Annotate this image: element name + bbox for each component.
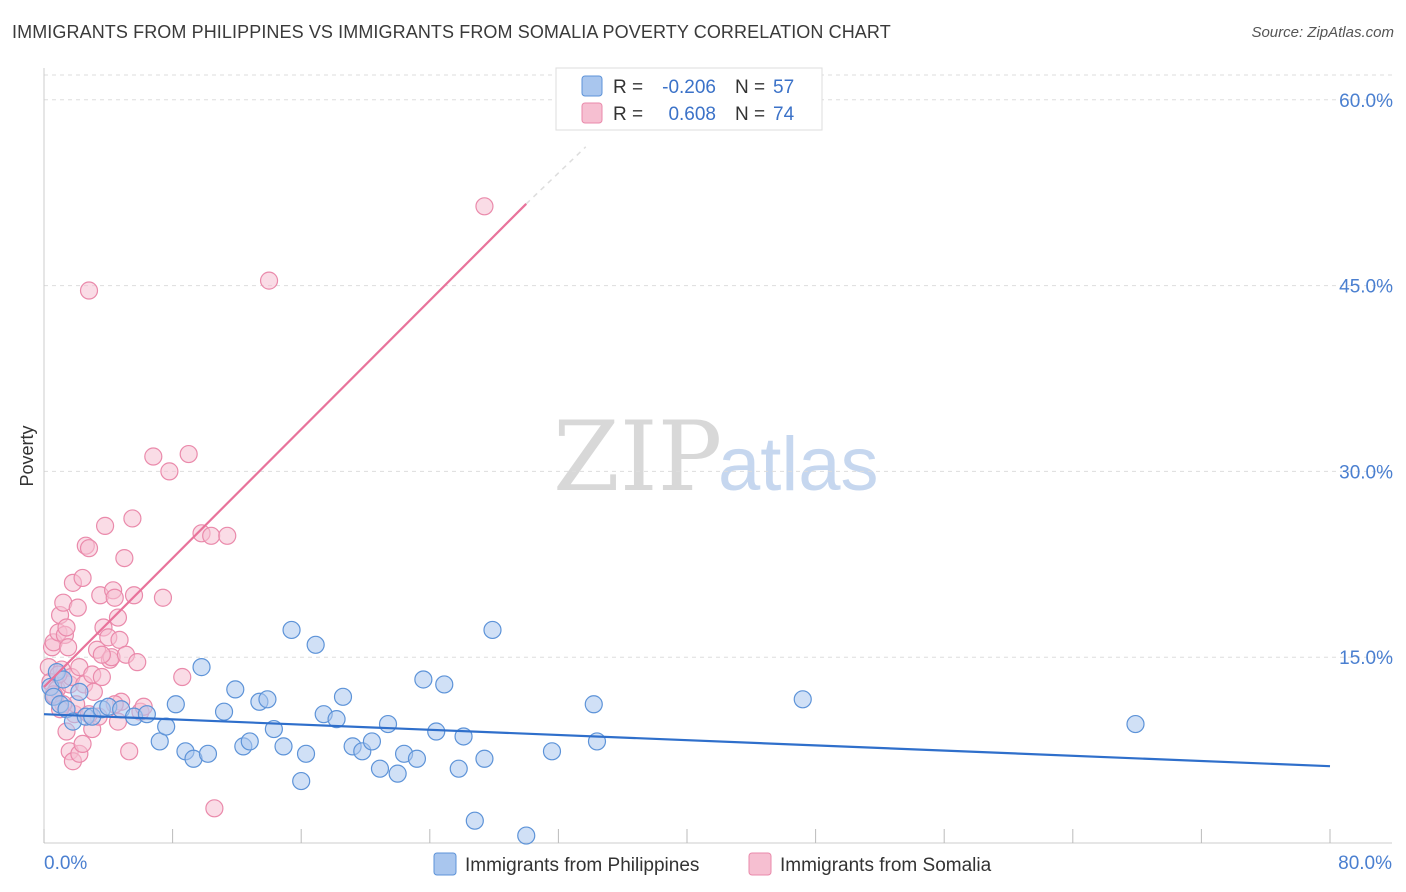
- point-somalia: [123, 509, 142, 528]
- point-somalia: [57, 618, 76, 637]
- point-philippines: [296, 744, 316, 763]
- point-somalia: [105, 588, 124, 607]
- watermark-atlas: atlas: [718, 422, 879, 507]
- point-somalia: [73, 734, 92, 754]
- point-philippines: [157, 717, 176, 736]
- point-somalia: [92, 645, 111, 664]
- legend-n-label: N =: [735, 77, 765, 98]
- point-philippines: [427, 722, 446, 741]
- legend-n-label: N =: [735, 104, 765, 125]
- y-tick-label: 60.0%: [1339, 91, 1393, 112]
- legend-r-value: -0.206: [662, 77, 716, 98]
- point-philippines: [137, 705, 156, 724]
- point-philippines: [465, 811, 484, 830]
- point-philippines: [584, 695, 603, 714]
- legend-n-value: 57: [773, 77, 794, 98]
- y-axis-label: Poverty: [17, 425, 37, 486]
- y-tick-label: 45.0%: [1339, 277, 1393, 298]
- bottom-legend-label-somalia: Immigrants from Somalia: [780, 855, 992, 876]
- y-tick-label: 15.0%: [1339, 648, 1393, 669]
- point-philippines: [240, 732, 259, 751]
- bottom-legend-swatch-somalia: [748, 852, 772, 876]
- point-philippines: [378, 714, 398, 734]
- point-somalia: [144, 447, 163, 466]
- point-somalia: [79, 539, 99, 558]
- point-philippines: [198, 744, 218, 763]
- legend-box: R = -0.206 N = 57 R = 0.608 N = 74: [555, 67, 823, 131]
- point-somalia: [92, 667, 111, 687]
- point-somalia: [73, 568, 92, 588]
- y-tick-label: 30.0%: [1339, 462, 1393, 483]
- point-somalia: [179, 444, 198, 464]
- point-somalia: [95, 516, 115, 535]
- watermark: ZIP atlas: [553, 401, 879, 513]
- legend-n-value: 74: [773, 104, 795, 125]
- point-philippines: [435, 675, 454, 694]
- point-philippines: [483, 620, 502, 640]
- point-philippines: [475, 749, 494, 768]
- point-philippines: [306, 635, 325, 654]
- point-philippines: [793, 690, 812, 709]
- point-philippines: [192, 658, 211, 677]
- legend-r-value: 0.608: [668, 104, 716, 125]
- point-somalia: [115, 548, 134, 568]
- x-tick-label: 80.0%: [1338, 853, 1392, 874]
- point-somalia: [79, 281, 99, 300]
- trend-line-philippines: [43, 713, 1331, 768]
- point-somalia: [218, 526, 237, 545]
- point-somalia: [128, 653, 147, 672]
- trend-lines: [43, 146, 1331, 768]
- source-label: Source: ZipAtlas.com: [1251, 24, 1394, 41]
- point-somalia: [173, 667, 192, 687]
- point-philippines: [449, 759, 468, 778]
- point-somalia: [108, 608, 128, 627]
- point-philippines: [333, 687, 353, 706]
- point-somalia: [259, 271, 279, 290]
- point-philippines: [414, 670, 433, 689]
- axes: 15.0% 30.0% 45.0% 60.0% 0.0% 80.0%: [43, 68, 1393, 874]
- point-philippines: [70, 682, 89, 701]
- trend-extension-somalia: [525, 146, 587, 205]
- legend-r-label: R =: [613, 77, 643, 98]
- point-philippines: [166, 695, 185, 714]
- chart-title: IMMIGRANTS FROM PHILIPPINES VS IMMIGRANT…: [12, 22, 891, 42]
- point-philippines: [258, 690, 277, 709]
- trend-line-somalia: [43, 203, 528, 688]
- point-somalia: [120, 742, 139, 761]
- point-somalia: [68, 598, 87, 617]
- bottom-legend-label-philippines: Immigrants from Philippines: [465, 855, 699, 876]
- point-philippines: [388, 764, 407, 783]
- point-somalia: [202, 526, 221, 545]
- legend-r-label: R =: [613, 104, 643, 125]
- bottom-legend: Immigrants from Philippines Immigrants f…: [433, 852, 992, 876]
- watermark-zip: ZIP: [553, 401, 722, 513]
- bottom-legend-swatch-philippines: [433, 852, 457, 876]
- point-philippines: [370, 759, 390, 778]
- point-somalia: [59, 638, 78, 657]
- x-tick-label: 0.0%: [44, 853, 87, 874]
- point-somalia: [475, 197, 494, 216]
- point-philippines: [292, 771, 311, 791]
- point-philippines: [1126, 714, 1145, 734]
- point-philippines: [407, 749, 427, 768]
- point-philippines: [327, 710, 346, 729]
- point-philippines: [362, 732, 382, 751]
- point-somalia: [160, 462, 179, 481]
- point-philippines: [264, 719, 283, 739]
- point-philippines: [214, 702, 234, 721]
- point-somalia: [153, 588, 173, 607]
- point-philippines: [274, 737, 293, 756]
- point-philippines: [226, 680, 245, 699]
- point-philippines: [517, 826, 536, 845]
- series-philippines: [41, 620, 1145, 845]
- legend-swatch-philippines: [581, 75, 603, 97]
- point-somalia: [205, 799, 224, 818]
- point-philippines: [54, 670, 73, 689]
- grid: [44, 74, 1392, 658]
- point-philippines: [282, 620, 301, 640]
- point-philippines: [542, 742, 562, 761]
- legend-swatch-somalia: [581, 102, 603, 124]
